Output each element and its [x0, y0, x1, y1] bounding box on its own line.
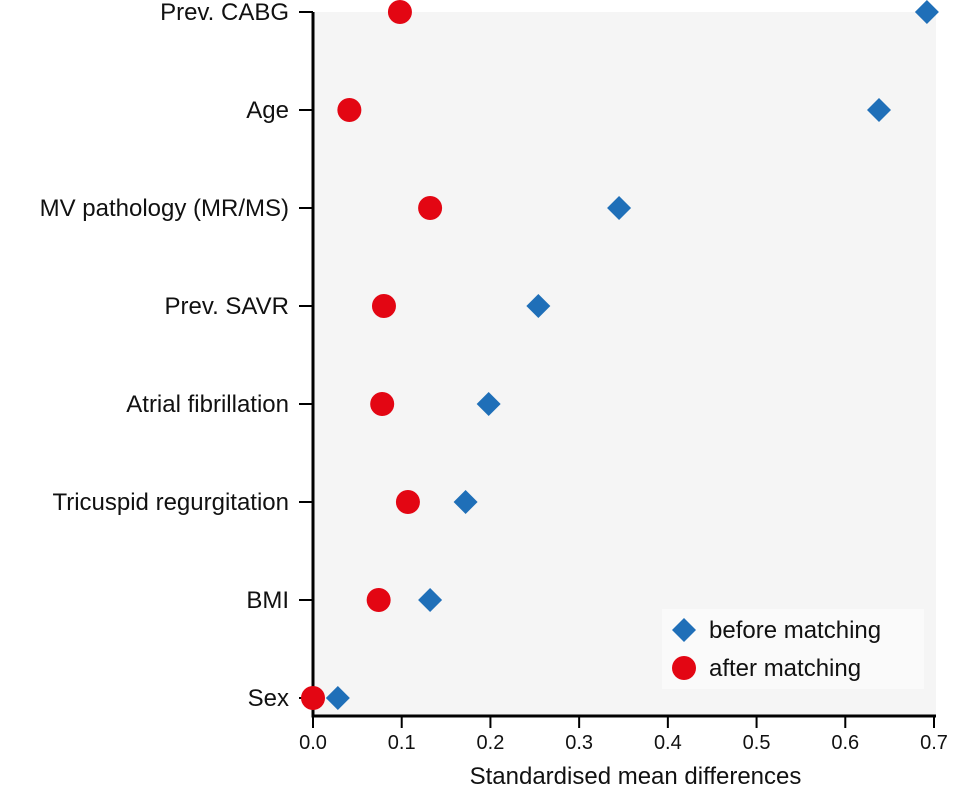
- x-axis-ticks: 0.0 0.1 0.2 0.3 0.4 0.5 0.6 0.7: [299, 716, 948, 754]
- diamond-icon: [672, 618, 696, 642]
- y-tick-label: Tricuspid regurgitation: [52, 489, 289, 516]
- y-tick-label: Prev. CABG: [160, 0, 289, 26]
- before-matching-point: [866, 98, 891, 122]
- legend-item-before-matching: before matching: [672, 617, 881, 644]
- after-matching-point: [371, 294, 396, 318]
- before-matching-point: [453, 490, 478, 514]
- x-tick-label: 0.0: [299, 732, 327, 754]
- before-matching-point: [526, 294, 551, 318]
- after-matching-point: [387, 0, 412, 24]
- x-tick-label: 0.5: [743, 732, 771, 754]
- y-tick-label: BMI: [246, 587, 289, 614]
- before-matching-point: [418, 588, 443, 612]
- x-tick-label: 0.7: [920, 732, 948, 754]
- data-marks: [301, 0, 939, 710]
- y-tick-label: Sex: [248, 685, 289, 712]
- after-matching-point: [395, 490, 420, 514]
- series-before-matching: [325, 0, 939, 710]
- after-matching-point: [418, 196, 443, 220]
- before-matching-point: [325, 686, 350, 710]
- y-tick-label: Prev. SAVR: [165, 293, 289, 320]
- before-matching-point: [607, 196, 632, 220]
- after-matching-point: [366, 588, 391, 612]
- x-tick-label: 0.3: [565, 732, 593, 754]
- x-axis-title: Standardised mean differences: [470, 763, 802, 790]
- legend-background: [662, 609, 924, 689]
- y-tick-label: Age: [246, 97, 289, 124]
- after-matching-point: [370, 392, 395, 416]
- before-matching-point: [476, 392, 501, 416]
- y-axis-labels: Prev. CABG Age MV pathology (MR/MS) Prev. S…: [40, 0, 313, 712]
- after-matching-point: [301, 686, 325, 710]
- y-tick-label: Atrial fibrillation: [126, 391, 289, 418]
- before-matching-point: [914, 0, 939, 24]
- x-tick-label: 0.4: [654, 732, 682, 754]
- legend-label: before matching: [709, 617, 881, 644]
- legend-label: after matching: [709, 655, 861, 682]
- x-tick-label: 0.1: [388, 732, 416, 754]
- legend: before matching after matching: [662, 609, 924, 689]
- x-tick-label: 0.6: [831, 732, 859, 754]
- circle-icon: [672, 656, 696, 680]
- x-tick-label: 0.2: [477, 732, 505, 754]
- y-tick-label: MV pathology (MR/MS): [40, 195, 289, 222]
- after-matching-point: [337, 98, 362, 122]
- legend-item-after-matching: after matching: [672, 655, 861, 682]
- series-after-matching: [301, 0, 443, 710]
- plot-background: [313, 12, 936, 716]
